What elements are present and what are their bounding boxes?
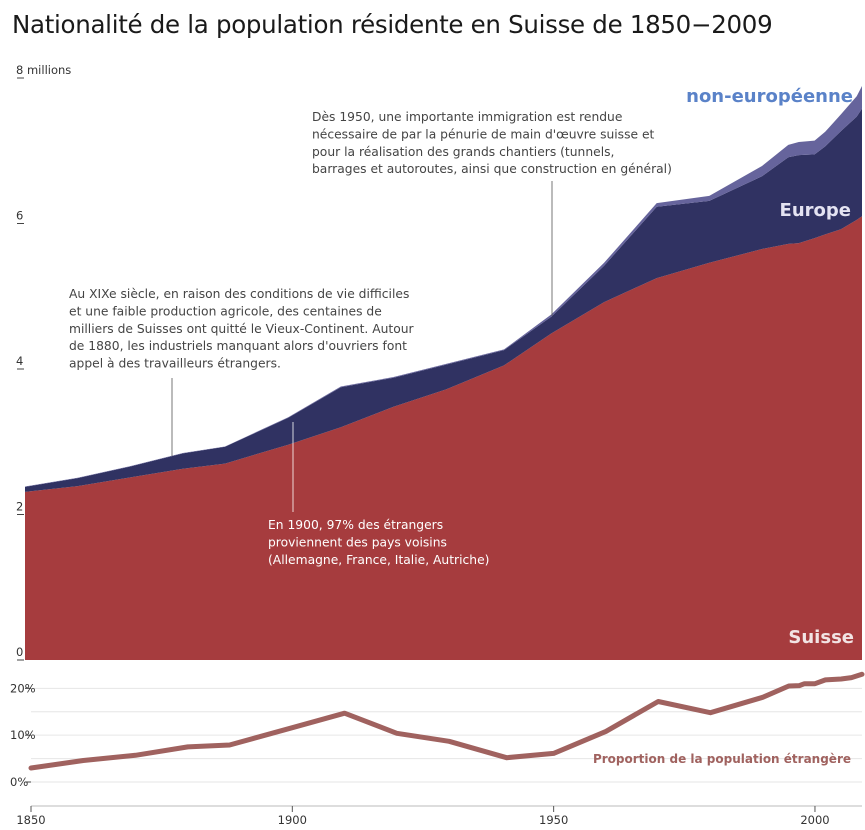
y-tick-label: 0 [16, 645, 23, 659]
annotation-line: et une faible production agricole, des c… [69, 304, 382, 318]
y-tick-label: 20% [10, 681, 36, 695]
y-tick-label: 0% [10, 775, 28, 789]
annotation-line: pour la réalisation des grands chantiers… [312, 145, 614, 159]
label-suisse: Suisse [788, 627, 854, 648]
y-tick-label: 10% [10, 728, 36, 742]
x-tick-label: 2000 [800, 813, 829, 827]
annotation-line: (Allemagne, France, Italie, Autriche) [268, 553, 489, 567]
y-tick-label: 2 [16, 500, 23, 514]
annotation-line: Dès 1950, une importante immigration est… [312, 110, 622, 124]
annotation-line: appel à des travailleurs étrangers. [69, 357, 281, 371]
y-tick-label: 8 millions [16, 63, 71, 77]
x-tick-label: 1950 [539, 813, 568, 827]
annotation-line: proviennent des pays voisins [268, 535, 447, 549]
label-proportion: Proportion de la population étrangère [593, 752, 851, 766]
annotation-line: de 1880, les industriels manquant alors … [69, 339, 407, 353]
y-tick-label: 6 [16, 209, 23, 223]
annotation-line: nécessaire de par la pénurie de main d'œ… [312, 127, 655, 141]
annotation-xixe: Au XIXe siècle, en raison des conditions… [69, 287, 415, 371]
annotation-line: barrages et autoroutes, ainsi que constr… [312, 162, 672, 176]
annotation-line: En 1900, 97% des étrangers [268, 518, 443, 532]
annotation-line: milliers de Suisses ont quitté le Vieux-… [69, 322, 415, 336]
chart-title: Nationalité de la population résidente e… [12, 10, 773, 39]
proportion-line-chart: 0% 10% 20% 1850 1900 1950 2000 Proportion de la… [10, 671, 865, 827]
x-tick-label: 1850 [16, 813, 45, 827]
population-area-chart: 0 2 4 6 8 millions non-européenne Europe Suisse… [16, 63, 862, 661]
proportion-line [28, 671, 865, 771]
y-tick-label: 4 [16, 354, 23, 368]
annotation-y1950: Dès 1950, une importante immigration est… [312, 110, 672, 176]
x-tick-label: 1900 [278, 813, 307, 827]
label-non-europeenne: non-européenne [686, 86, 853, 107]
area-suisse [25, 216, 862, 660]
annotation-y1900: En 1900, 97% des étrangers proviennent de… [268, 518, 489, 567]
label-europe: Europe [780, 200, 851, 221]
annotation-line: Au XIXe siècle, en raison des conditions… [69, 287, 409, 301]
